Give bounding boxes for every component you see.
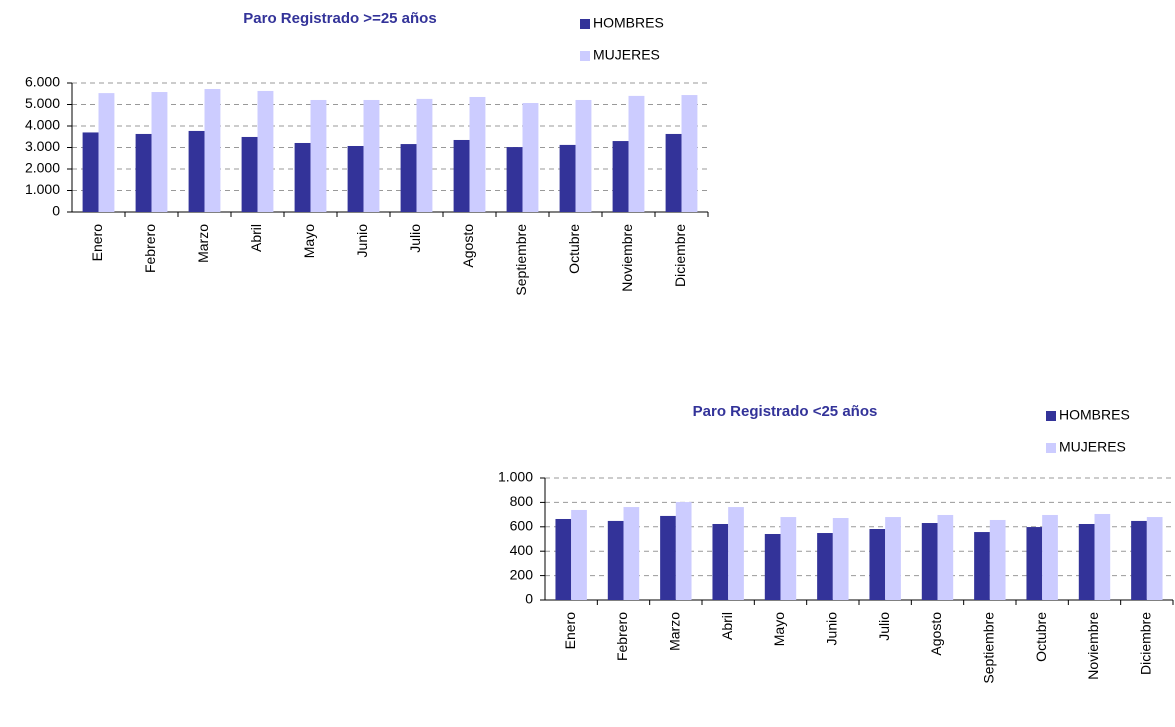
bar <box>400 144 417 212</box>
y-tick-label: 1.000 <box>25 181 60 197</box>
x-tick-label: Marzo <box>195 224 211 263</box>
y-tick-label: 1.000 <box>498 469 533 485</box>
bar <box>469 96 486 212</box>
bar <box>764 533 781 600</box>
bar <box>832 518 849 600</box>
x-tick-label: Septiembre <box>981 612 997 684</box>
chart-title: Paro Registrado <25 años <box>693 403 878 420</box>
bar <box>363 99 380 212</box>
bar <box>665 133 682 212</box>
bar <box>1042 514 1058 600</box>
bar <box>257 90 274 212</box>
bar <box>241 136 258 212</box>
bar <box>675 502 692 600</box>
legend-label: HOMBRES <box>593 15 664 31</box>
x-tick-label: Enero <box>89 224 105 262</box>
bar <box>135 133 152 212</box>
y-tick-label: 200 <box>510 566 534 582</box>
bar <box>98 93 115 212</box>
x-tick-label: Agosto <box>460 224 476 268</box>
x-tick-label: Abril <box>248 224 264 252</box>
bar <box>188 130 205 212</box>
bar <box>728 507 744 600</box>
legend-swatch <box>580 19 590 29</box>
x-tick-label: Abril <box>719 612 735 640</box>
legend-swatch <box>1046 411 1056 421</box>
bar <box>681 95 698 212</box>
y-tick-label: 2.000 <box>25 160 60 176</box>
bar <box>623 507 640 600</box>
bar <box>869 528 886 600</box>
bar <box>974 532 990 600</box>
y-tick-label: 5.000 <box>25 95 60 111</box>
bar <box>506 147 523 212</box>
bar <box>294 142 311 212</box>
x-tick-label: Diciembre <box>1138 612 1154 675</box>
y-tick-label: 0 <box>525 591 533 607</box>
x-tick-label: Mayo <box>771 612 787 646</box>
bar <box>575 99 592 212</box>
x-tick-label: Septiembre <box>513 224 529 296</box>
x-tick-label: Octubre <box>566 224 582 274</box>
y-tick-label: 6.000 <box>25 74 60 90</box>
bar <box>712 523 729 600</box>
bar <box>1094 513 1111 600</box>
x-tick-label: Noviembre <box>619 224 635 292</box>
y-tick-label: 3.000 <box>25 138 60 154</box>
legend-swatch <box>1046 443 1056 453</box>
bar <box>310 99 327 212</box>
legend-label: MUJERES <box>593 47 660 63</box>
legend-label: HOMBRES <box>1059 407 1130 423</box>
bar <box>1026 527 1043 600</box>
x-tick-label: Mayo <box>301 224 317 258</box>
x-tick-label: Enero <box>562 612 578 650</box>
bar <box>571 509 587 600</box>
bar <box>607 520 624 600</box>
bar <box>555 518 572 600</box>
x-tick-label: Julio <box>876 612 892 641</box>
bar <box>628 95 645 212</box>
bar <box>921 523 938 600</box>
bar <box>204 89 221 212</box>
chart-title: Paro Registrado >=25 años <box>243 10 436 27</box>
x-tick-label: Agosto <box>928 612 944 656</box>
y-tick-label: 0 <box>52 203 60 219</box>
bar <box>660 515 676 600</box>
bar <box>817 533 833 600</box>
bar <box>522 102 539 212</box>
x-tick-label: Octubre <box>1033 612 1049 662</box>
bar <box>1146 517 1163 600</box>
bar <box>989 519 1006 600</box>
bar <box>559 144 576 212</box>
legend-label: MUJERES <box>1059 439 1126 455</box>
x-tick-label: Marzo <box>667 612 683 651</box>
bar <box>885 517 901 600</box>
bar <box>151 92 168 212</box>
x-tick-label: Febrero <box>614 612 630 661</box>
bar <box>1078 523 1095 600</box>
bar <box>937 514 954 600</box>
x-tick-label: Noviembre <box>1085 612 1101 680</box>
y-tick-label: 4.000 <box>25 117 60 133</box>
x-tick-label: Julio <box>407 224 423 253</box>
x-tick-label: Febrero <box>142 224 158 273</box>
y-tick-label: 800 <box>510 493 534 509</box>
bar <box>612 141 629 212</box>
bar <box>780 517 797 600</box>
x-tick-label: Junio <box>354 224 370 258</box>
bar <box>82 132 99 212</box>
bar <box>347 145 364 212</box>
y-tick-label: 600 <box>510 518 534 534</box>
x-tick-label: Junio <box>824 612 840 646</box>
bar <box>416 98 433 212</box>
legend-swatch <box>580 51 590 61</box>
bar <box>1131 520 1147 600</box>
x-tick-label: Diciembre <box>672 224 688 287</box>
bar <box>453 139 470 212</box>
y-tick-label: 400 <box>510 542 534 558</box>
